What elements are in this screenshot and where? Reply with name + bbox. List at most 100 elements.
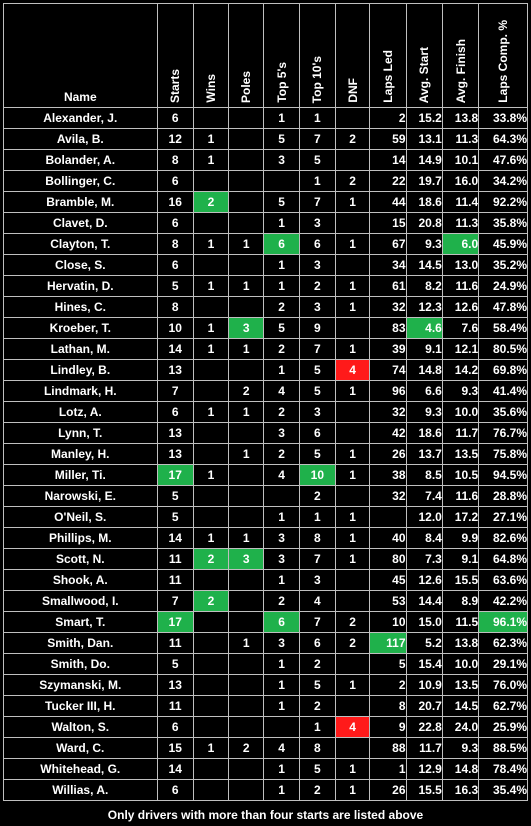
header-dnf[interactable]: DNF: [334, 3, 371, 108]
cell-dnf: [334, 737, 371, 759]
cell-laps-led: 10: [369, 611, 407, 633]
header-laps-led[interactable]: Laps Led: [369, 3, 407, 108]
cell-laps-led: 34: [369, 254, 407, 276]
table-row[interactable]: Scott, N. 11 2 3 3 7 1 80 7.3 9.1 64.8%: [3, 548, 528, 570]
header-top5[interactable]: Top 5's: [263, 3, 300, 108]
table-row[interactable]: Avila, B. 12 1 5 7 2 59 13.1 11.3 64.3%: [3, 128, 528, 150]
table-row[interactable]: Bolander, A. 8 1 3 5 14 14.9 10.1 47.6%: [3, 149, 528, 171]
cell-dnf: 1: [334, 527, 371, 549]
table-row[interactable]: Lindley, B. 13 1 5 4 74 14.8 14.2 69.8%: [3, 359, 528, 381]
table-row[interactable]: Manley, H. 13 1 2 5 1 26 13.7 13.5 75.8%: [3, 443, 528, 465]
cell-laps-comp: 25.9%: [478, 716, 528, 738]
table-row[interactable]: Clayton, T. 8 1 1 6 6 1 67 9.3 6.0 45.9%: [3, 233, 528, 255]
cell-starts: 6: [156, 170, 194, 192]
header-poles[interactable]: Poles: [228, 3, 265, 108]
table-row[interactable]: Smith, Do. 5 1 2 5 15.4 10.0 29.1%: [3, 653, 528, 675]
cell-laps-led: 15: [369, 212, 407, 234]
cell-laps-led: 22: [369, 170, 407, 192]
cell-laps-comp: 34.2%: [478, 170, 528, 192]
header-starts[interactable]: Starts: [156, 3, 194, 108]
header-top10[interactable]: Top 10's: [298, 3, 336, 108]
cell-top5: 4: [263, 380, 300, 402]
table-row[interactable]: Whitehead, G. 14 1 5 1 1 12.9 14.8 78.4%: [3, 758, 528, 780]
cell-avg-start: 4.6: [405, 317, 443, 339]
cell-wins: 1: [192, 233, 230, 255]
cell-name: Smart, T.: [3, 611, 158, 633]
header-top5-label: Top 5's: [274, 62, 289, 103]
header-name[interactable]: Name: [3, 3, 158, 108]
table-row[interactable]: O'Neil, S. 5 1 1 1 12.0 17.2 27.1%: [3, 506, 528, 528]
table-row[interactable]: Shook, A. 11 1 3 45 12.6 15.5 63.6%: [3, 569, 528, 591]
cell-poles: [228, 212, 265, 234]
table-row[interactable]: Lotz, A. 6 1 1 2 3 32 9.3 10.0 35.6%: [3, 401, 528, 423]
cell-avg-finish: 14.8: [441, 758, 480, 780]
table-row[interactable]: Smith, Dan. 11 1 3 6 2 117 5.2 13.8 62.3%: [3, 632, 528, 654]
cell-dnf: [334, 107, 371, 129]
table-row[interactable]: Tucker III, H. 11 1 2 8 20.7 14.5 62.7%: [3, 695, 528, 717]
table-row[interactable]: Smart, T. 17 6 7 2 10 15.0 11.5 96.1%: [3, 611, 528, 633]
cell-poles: [228, 758, 265, 780]
cell-poles: 1: [228, 527, 265, 549]
cell-name: Ward, C.: [3, 737, 158, 759]
cell-name: Szymanski, M.: [3, 674, 158, 696]
cell-laps-comp: 64.8%: [478, 548, 528, 570]
table-row[interactable]: Bollinger, C. 6 1 2 22 19.7 16.0 34.2%: [3, 170, 528, 192]
cell-poles: 3: [228, 317, 265, 339]
cell-laps-comp: 69.8%: [478, 359, 528, 381]
cell-avg-finish: 13.0: [441, 254, 480, 276]
cell-laps-led: 32: [369, 401, 407, 423]
header-avg-finish[interactable]: Avg. Finish: [441, 3, 480, 108]
table-row[interactable]: Walton, S. 6 1 4 9 22.8 24.0 25.9%: [3, 716, 528, 738]
table-row[interactable]: Close, S. 6 1 3 34 14.5 13.0 35.2%: [3, 254, 528, 276]
cell-starts: 6: [156, 212, 194, 234]
table-row[interactable]: Ward, C. 15 1 2 4 8 88 11.7 9.3 88.5%: [3, 737, 528, 759]
table-row[interactable]: Szymanski, M. 13 1 5 1 2 10.9 13.5 76.0%: [3, 674, 528, 696]
cell-top10: 2: [298, 275, 336, 297]
cell-avg-finish: 10.0: [441, 653, 480, 675]
table-row[interactable]: Phillips, M. 14 1 1 3 8 1 40 8.4 9.9 82.6%: [3, 527, 528, 549]
cell-wins: 2: [192, 191, 230, 213]
footnote: Only drivers with more than four starts …: [107, 808, 424, 822]
cell-avg-finish: 9.3: [441, 380, 480, 402]
table-row[interactable]: Lynn, T. 13 3 6 42 18.6 11.7 76.7%: [3, 422, 528, 444]
cell-starts: 14: [156, 527, 194, 549]
cell-top10: 1: [298, 506, 336, 528]
cell-laps-led: 96: [369, 380, 407, 402]
cell-dnf: [334, 401, 371, 423]
cell-name: Clavet, D.: [3, 212, 158, 234]
header-avg-start[interactable]: Avg. Start: [405, 3, 443, 108]
cell-starts: 10: [156, 317, 194, 339]
table-row[interactable]: Miller, Ti. 17 1 4 10 1 38 8.5 10.5 94.5%: [3, 464, 528, 486]
table-row[interactable]: Lathan, M. 14 1 1 2 7 1 39 9.1 12.1 80.5%: [3, 338, 528, 360]
cell-name: Tucker III, H.: [3, 695, 158, 717]
cell-poles: [228, 653, 265, 675]
table-row[interactable]: Lindmark, H. 7 2 4 5 1 96 6.6 9.3 41.4%: [3, 380, 528, 402]
table-row[interactable]: Willias, A. 6 1 2 1 26 15.5 16.3 35.4%: [3, 779, 528, 801]
cell-wins: [192, 170, 230, 192]
table-row[interactable]: Hines, C. 8 2 3 1 32 12.3 12.6 47.8%: [3, 296, 528, 318]
table-row[interactable]: Alexander, J. 6 1 1 2 15.2 13.8 33.8%: [3, 107, 528, 129]
table-row[interactable]: Smallwood, I. 7 2 2 4 53 14.4 8.9 42.2%: [3, 590, 528, 612]
table-row[interactable]: Narowski, E. 5 2 32 7.4 11.6 28.8%: [3, 485, 528, 507]
cell-starts: 7: [156, 380, 194, 402]
cell-starts: 8: [156, 233, 194, 255]
cell-top5: 2: [263, 590, 300, 612]
cell-name: Lindmark, H.: [3, 380, 158, 402]
cell-starts: 13: [156, 674, 194, 696]
table-row[interactable]: Hervatin, D. 5 1 1 1 2 1 61 8.2 11.6 24.9%: [3, 275, 528, 297]
cell-top10: 1: [298, 170, 336, 192]
cell-poles: [228, 128, 265, 150]
cell-poles: 1: [228, 275, 265, 297]
cell-laps-led: 9: [369, 716, 407, 738]
header-wins[interactable]: Wins: [192, 3, 230, 108]
header-laps-comp[interactable]: Laps Comp. %: [478, 3, 528, 108]
cell-laps-led: 59: [369, 128, 407, 150]
table-row[interactable]: Bramble, M. 16 2 5 7 1 44 18.6 11.4 92.2%: [3, 191, 528, 213]
cell-avg-start: 15.5: [405, 779, 443, 801]
table-row[interactable]: Clavet, D. 6 1 3 15 20.8 11.3 35.8%: [3, 212, 528, 234]
cell-dnf: 2: [334, 632, 371, 654]
cell-avg-finish: 10.0: [441, 401, 480, 423]
cell-poles: [228, 254, 265, 276]
table-row[interactable]: Kroeber, T. 10 1 3 5 9 83 4.6 7.6 58.4%: [3, 317, 528, 339]
